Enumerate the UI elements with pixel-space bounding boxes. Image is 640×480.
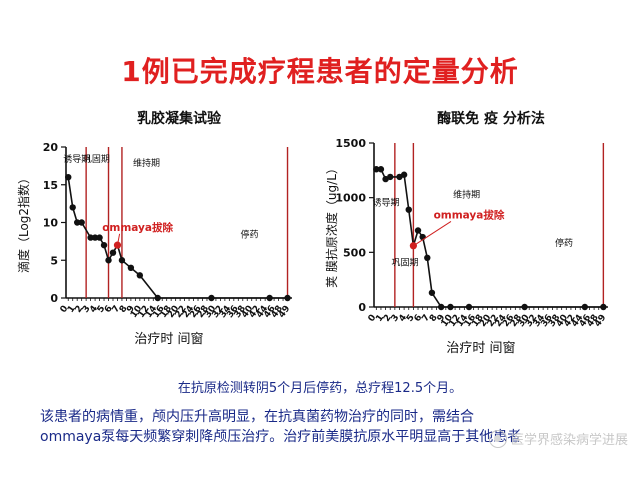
x-tick-label: 7 <box>420 313 432 324</box>
data-point <box>91 234 99 241</box>
page-title: 1例已完成疗程患者的定量分析 <box>121 55 519 88</box>
data-point <box>208 294 215 302</box>
data-point <box>100 241 108 249</box>
data-point <box>127 264 135 271</box>
phase-label: 维持期 <box>453 189 480 201</box>
data-point <box>373 166 380 173</box>
data-point <box>377 166 385 173</box>
data-point <box>105 257 112 264</box>
data-point <box>284 294 291 302</box>
phase-label: 巩固期 <box>392 257 419 268</box>
data-point <box>414 227 422 234</box>
x-tick-label: 4 <box>88 304 100 315</box>
data-point <box>400 171 408 178</box>
data-point <box>581 303 589 311</box>
x-tick-label: 0 <box>59 304 71 315</box>
x-tick-label: 9 <box>125 304 137 315</box>
data-point <box>136 272 144 279</box>
case-note-line-1: 该患者的病情重，颅内压升高明显，在抗真菌药物治疗的同时，需结合 <box>40 409 474 425</box>
data-point <box>73 219 81 226</box>
watermark-text: 医学界感染病学进展 <box>510 433 628 448</box>
annotation-label: ommaya拔除 <box>434 208 505 221</box>
phase-label: 诱导期 <box>63 153 90 165</box>
data-point <box>424 254 431 261</box>
chart-latex-svg: 乳胶凝集试验0510152001234567891012141618202224… <box>16 110 292 347</box>
y-tick-label: 5 <box>50 254 58 267</box>
data-point <box>428 289 436 296</box>
x-tick-label: 8 <box>428 313 440 324</box>
data-point <box>78 219 85 226</box>
y-tick-label: 10 <box>43 217 59 230</box>
data-point <box>387 173 394 181</box>
annotation-leader <box>413 221 452 247</box>
x-tick-label: 4 <box>397 313 409 324</box>
chart-elisa: 酶联免 疫 分析法 0 500 1000 1500 0 1 2 3 4 5 6 7 8 9 10 12 14 16 1… <box>318 105 630 360</box>
data-point <box>600 303 607 311</box>
phase-label: 停药 <box>555 237 573 249</box>
data-point <box>266 294 273 302</box>
chart-title: 酶联免 疫 分析法 <box>437 110 545 127</box>
watermark: 医学界感染病学进展 <box>488 429 628 448</box>
y-tick-label: 20 <box>43 141 59 154</box>
x-axis-label: 治疗时 间窗 <box>446 340 515 356</box>
chart-latex-agglutination: 乳胶凝集试验 0 5 10 15 20 0 1 2 3 4 5 6 7 8 9 10 12 14 16 18 20 22 24… <box>0 105 310 360</box>
x-tick-label: 2 <box>382 313 394 324</box>
x-tick-label: 8 <box>118 304 130 315</box>
x-tick-label: 7 <box>110 304 122 315</box>
x-tick-label: 1 <box>66 304 78 315</box>
wechat-icon <box>488 429 507 448</box>
data-point <box>65 174 72 181</box>
data-point <box>96 234 103 241</box>
x-tick-label: 1 <box>374 313 386 324</box>
data-point <box>118 257 126 264</box>
y-tick-label: 15 <box>43 179 58 192</box>
annotation-point <box>113 241 122 249</box>
x-tick-label: 2 <box>73 304 85 315</box>
x-tick-label: 3 <box>390 313 402 324</box>
x-tick-label: 3 <box>81 304 93 315</box>
x-tick-label: 5 <box>96 304 108 315</box>
data-point <box>109 249 117 256</box>
y-axis-label: 荚 膜抗原浓度（ug/L） <box>324 162 339 288</box>
y-tick-label: 500 <box>343 246 366 259</box>
x-tick-label: 6 <box>103 304 115 315</box>
x-tick-label: 6 <box>413 313 425 324</box>
annotation-label: ommaya拔除 <box>102 221 173 234</box>
phase-label: 停药 <box>240 229 258 241</box>
data-point <box>465 303 473 311</box>
x-axis-label: 治疗时 间窗 <box>134 331 203 347</box>
case-note: 该患者的病情重，颅内压升高明显，在抗真菌药物治疗的同时，需结合 ommaya泵每… <box>40 407 620 447</box>
y-tick-label: 1500 <box>335 137 366 150</box>
y-tick-label: 1000 <box>335 192 366 205</box>
phase-label: 维持期 <box>133 157 160 169</box>
y-axis-label: 滴度（Log2指数） <box>16 172 31 273</box>
data-point <box>437 303 445 311</box>
x-tick-label: 9 <box>436 313 448 324</box>
chart-elisa-svg: 酶联免 疫 分析法0500100015000123456789101214161… <box>324 110 608 356</box>
x-tick-label: 0 <box>367 313 379 324</box>
data-point <box>87 234 94 241</box>
data-point <box>405 206 412 213</box>
data-point <box>521 303 528 311</box>
x-tick-label: 5 <box>405 313 417 324</box>
data-point <box>447 303 454 311</box>
annotation-point <box>409 242 417 250</box>
phase-label: 诱导期 <box>373 196 400 208</box>
case-note-line-2: ommaya泵每天频繁穿刺降颅压治疗。治疗前美膜抗原水平明显高于其他患者 <box>40 429 522 445</box>
summary-text: 在抗原检测转阴5个月后停药，总疗程12.5个月。 <box>177 381 463 396</box>
y-tick-label: 0 <box>50 292 58 305</box>
phase-label: 巩固期 <box>83 154 110 165</box>
chart-title: 乳胶凝集试验 <box>137 110 222 127</box>
data-point <box>154 294 161 302</box>
y-tick-label: 0 <box>358 301 366 314</box>
data-point <box>69 204 76 211</box>
